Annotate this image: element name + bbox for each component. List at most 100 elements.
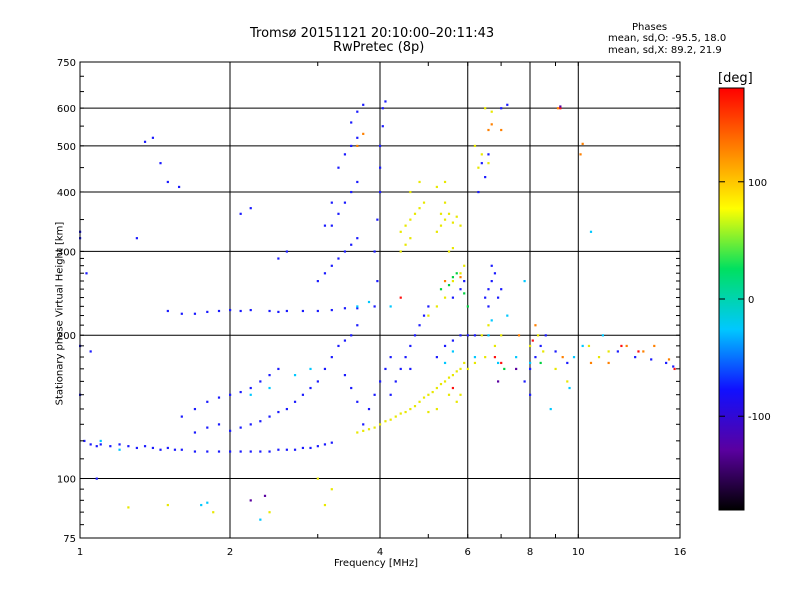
data-point xyxy=(350,334,353,337)
data-point xyxy=(427,314,430,317)
data-point xyxy=(409,344,412,348)
data-point xyxy=(607,350,610,353)
data-point xyxy=(389,393,392,396)
data-point xyxy=(607,361,610,365)
data-point xyxy=(356,110,359,113)
data-point xyxy=(343,201,347,204)
data-point xyxy=(529,344,532,348)
data-point xyxy=(239,450,242,453)
data-point xyxy=(384,420,387,423)
data-point xyxy=(435,386,438,390)
phases-heading: Phases xyxy=(632,22,668,33)
data-point xyxy=(409,367,412,371)
data-point xyxy=(409,407,412,411)
data-point xyxy=(316,380,319,383)
data-point xyxy=(435,407,438,411)
data-point xyxy=(463,264,466,267)
data-point xyxy=(350,386,353,390)
data-point xyxy=(459,288,462,291)
data-point xyxy=(418,207,421,210)
data-point xyxy=(487,162,490,165)
data-point xyxy=(559,105,562,108)
data-point xyxy=(343,374,347,377)
data-point xyxy=(484,296,487,299)
data-point xyxy=(263,494,267,497)
data-point xyxy=(493,356,497,359)
data-point xyxy=(459,272,462,275)
data-point xyxy=(330,356,333,359)
data-point xyxy=(579,153,582,156)
data-point xyxy=(500,128,503,132)
data-point xyxy=(384,100,387,103)
data-point xyxy=(451,247,455,250)
x-tick-label: 16 xyxy=(674,547,687,558)
data-point xyxy=(536,334,540,337)
data-point xyxy=(566,380,569,383)
data-point xyxy=(127,506,130,509)
data-point xyxy=(650,358,653,361)
data-point xyxy=(404,356,407,359)
data-point xyxy=(672,365,675,368)
data-point xyxy=(277,410,280,414)
data-point xyxy=(439,212,443,215)
data-point xyxy=(500,288,503,291)
plot-points xyxy=(79,100,676,521)
data-point xyxy=(418,324,421,327)
data-point xyxy=(362,103,365,106)
data-point xyxy=(427,305,430,308)
data-point xyxy=(343,339,347,342)
data-point xyxy=(490,280,493,283)
data-point xyxy=(544,334,547,337)
data-point xyxy=(239,212,242,215)
data-point xyxy=(193,431,197,434)
data-point xyxy=(529,361,532,365)
y-tick-label: 500 xyxy=(57,142,76,153)
data-point xyxy=(330,224,333,227)
data-point xyxy=(500,334,503,337)
data-point xyxy=(180,448,183,451)
data-point xyxy=(399,250,402,253)
y-tick-label: 100 xyxy=(57,475,76,486)
data-point xyxy=(601,334,605,337)
data-point xyxy=(285,250,288,253)
data-point xyxy=(539,361,542,365)
data-point xyxy=(581,344,584,348)
data-point xyxy=(239,309,242,313)
data-point xyxy=(206,450,209,453)
data-point xyxy=(480,334,483,337)
phases-x-mode-stats: mean, sd,X: 89.2, 21.9 xyxy=(608,45,722,56)
data-point xyxy=(159,448,162,451)
data-point xyxy=(259,420,262,423)
data-point xyxy=(330,308,333,312)
data-point xyxy=(259,518,262,521)
plot-grid xyxy=(80,62,680,538)
colorbar-label: [deg] xyxy=(718,71,753,86)
data-point xyxy=(515,356,518,359)
data-point xyxy=(166,503,169,507)
data-point xyxy=(556,107,560,110)
data-point xyxy=(561,356,564,359)
data-point xyxy=(443,361,447,365)
data-point xyxy=(473,361,477,365)
y-tick-label: 200 xyxy=(57,331,76,342)
data-point xyxy=(634,356,637,359)
data-point xyxy=(455,370,458,373)
data-point xyxy=(268,511,271,514)
data-point xyxy=(503,367,506,371)
data-point xyxy=(384,367,387,371)
data-point xyxy=(496,296,500,299)
y-tick-label: 600 xyxy=(57,104,76,115)
data-point xyxy=(379,144,382,148)
data-point xyxy=(330,264,333,267)
x-tick-label: 1 xyxy=(77,547,83,558)
data-point xyxy=(529,393,532,396)
data-point xyxy=(463,292,466,295)
data-point xyxy=(549,407,552,411)
data-point xyxy=(394,380,397,383)
data-point xyxy=(496,380,500,383)
data-point xyxy=(350,144,353,148)
data-point xyxy=(447,212,451,215)
data-point xyxy=(394,415,397,418)
data-point xyxy=(447,250,451,253)
